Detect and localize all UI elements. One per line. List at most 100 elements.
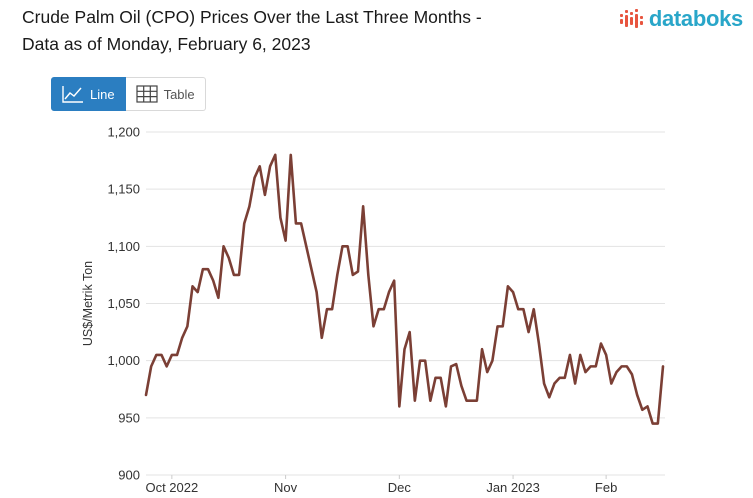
data-point bbox=[238, 274, 240, 276]
data-point bbox=[357, 270, 359, 272]
y-tick-label: 1,200 bbox=[107, 125, 140, 140]
data-point bbox=[445, 405, 447, 407]
data-point bbox=[310, 268, 312, 270]
data-point bbox=[403, 348, 405, 350]
data-point bbox=[383, 308, 385, 310]
data-point bbox=[631, 373, 633, 375]
data-point bbox=[455, 363, 457, 365]
data-point bbox=[507, 285, 509, 287]
data-point bbox=[564, 377, 566, 379]
data-point bbox=[584, 371, 586, 373]
data-point bbox=[662, 365, 664, 367]
data-point bbox=[548, 396, 550, 398]
data-point bbox=[372, 325, 374, 327]
data-point bbox=[595, 365, 597, 367]
data-point bbox=[439, 377, 441, 379]
y-axis-title: US$/Metrik Ton bbox=[81, 261, 95, 346]
data-point bbox=[543, 382, 545, 384]
data-point bbox=[522, 308, 524, 310]
line-view-button[interactable]: Line bbox=[51, 77, 126, 111]
data-point bbox=[538, 342, 540, 344]
data-point bbox=[233, 274, 235, 276]
data-point bbox=[191, 285, 193, 287]
view-toggle: Line Table bbox=[51, 77, 206, 111]
data-point bbox=[346, 245, 348, 247]
data-point bbox=[419, 359, 421, 361]
data-point bbox=[465, 399, 467, 401]
data-point bbox=[228, 257, 230, 259]
brand-name: databoks bbox=[648, 6, 743, 31]
data-point bbox=[450, 365, 452, 367]
data-point bbox=[341, 245, 343, 247]
data-point bbox=[636, 394, 638, 396]
data-point bbox=[646, 405, 648, 407]
data-point bbox=[502, 325, 504, 327]
x-tick-label: Dec bbox=[388, 480, 412, 495]
data-point bbox=[284, 239, 286, 241]
data-point bbox=[377, 308, 379, 310]
x-tick-label: Feb bbox=[595, 480, 617, 495]
series bbox=[144, 153, 665, 425]
data-point bbox=[253, 177, 255, 179]
gridlines bbox=[146, 131, 665, 476]
data-point bbox=[589, 365, 591, 367]
data-point bbox=[186, 325, 188, 327]
table-view-label: Table bbox=[163, 86, 195, 102]
line-chart-icon bbox=[62, 86, 83, 103]
data-point bbox=[408, 331, 410, 333]
data-point bbox=[222, 245, 224, 247]
logo-bars-icon bbox=[619, 9, 643, 28]
y-tick-label: 1,000 bbox=[107, 353, 140, 368]
data-point bbox=[517, 308, 519, 310]
chart-title: Crude Palm Oil (CPO) Prices Over the Las… bbox=[22, 4, 582, 58]
data-point bbox=[176, 354, 178, 356]
data-point bbox=[279, 217, 281, 219]
data-point bbox=[558, 377, 560, 379]
data-point bbox=[264, 194, 266, 196]
data-point bbox=[165, 365, 167, 367]
table-view-button[interactable]: Table bbox=[125, 77, 206, 111]
x-tick-label: Nov bbox=[274, 480, 298, 495]
data-point bbox=[496, 325, 498, 327]
table-grid-icon bbox=[135, 85, 158, 103]
data-point bbox=[259, 165, 261, 167]
data-point bbox=[181, 337, 183, 339]
data-point bbox=[367, 274, 369, 276]
y-tick-label: 1,050 bbox=[107, 296, 140, 311]
data-point bbox=[533, 308, 535, 310]
data-point bbox=[393, 279, 395, 281]
data-point bbox=[491, 359, 493, 361]
data-point bbox=[202, 268, 204, 270]
data-point bbox=[424, 359, 426, 361]
x-tick-label: Jan 2023 bbox=[486, 480, 540, 495]
data-point bbox=[476, 399, 478, 401]
line-view-label: Line bbox=[90, 86, 115, 102]
data-point bbox=[626, 365, 628, 367]
data-point bbox=[388, 291, 390, 293]
data-point bbox=[145, 394, 147, 396]
data-point bbox=[155, 354, 157, 356]
data-point bbox=[171, 354, 173, 356]
data-point bbox=[429, 399, 431, 401]
data-point bbox=[460, 385, 462, 387]
data-point bbox=[398, 405, 400, 407]
data-point bbox=[290, 154, 292, 156]
data-point bbox=[305, 245, 307, 247]
data-point bbox=[197, 291, 199, 293]
data-point bbox=[651, 422, 653, 424]
data-point bbox=[574, 382, 576, 384]
data-point bbox=[217, 297, 219, 299]
data-point bbox=[610, 382, 612, 384]
data-point bbox=[248, 205, 250, 207]
data-point bbox=[434, 377, 436, 379]
data-point bbox=[274, 154, 276, 156]
brand-logo[interactable]: databoks bbox=[619, 6, 743, 32]
data-point bbox=[641, 409, 643, 411]
y-tick-label: 950 bbox=[118, 410, 140, 425]
data-point bbox=[481, 348, 483, 350]
data-point bbox=[620, 365, 622, 367]
data-point bbox=[243, 222, 245, 224]
axes: 900 950 1,000 1,050 1,100 1,150 1,200 US$/Metri… bbox=[81, 125, 617, 496]
data-point bbox=[605, 354, 607, 356]
